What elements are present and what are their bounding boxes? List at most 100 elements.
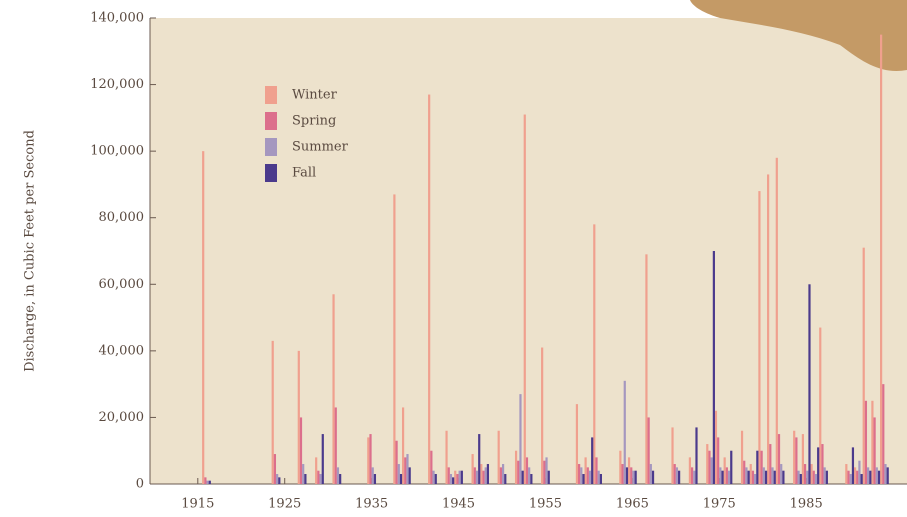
bar	[871, 400, 874, 484]
bar	[519, 394, 522, 484]
bar	[740, 430, 744, 484]
bar	[486, 464, 490, 484]
y-tick-label: 140,000	[90, 11, 144, 26]
bar	[823, 467, 826, 484]
bar	[584, 457, 587, 484]
bar	[514, 450, 518, 484]
bar	[780, 464, 783, 484]
y-tick-label: 40,000	[99, 343, 145, 358]
bar	[675, 467, 679, 484]
bar	[580, 467, 583, 484]
bar	[853, 467, 857, 484]
bar	[671, 427, 674, 484]
bar	[754, 474, 757, 484]
bar	[884, 464, 887, 484]
bar	[449, 474, 453, 484]
bar	[688, 457, 691, 484]
legend-label: Winter	[292, 88, 338, 103]
bar	[501, 464, 505, 484]
bar	[856, 470, 859, 484]
plot-background	[150, 18, 907, 484]
bar	[593, 224, 596, 484]
bar	[714, 410, 718, 484]
bar	[625, 467, 629, 484]
legend: Winter Spring Summer Fall	[265, 86, 349, 182]
bar	[869, 470, 872, 484]
legend-swatch	[265, 86, 277, 104]
bar	[862, 247, 865, 484]
bar	[545, 457, 548, 484]
x-tick-label: 1985	[790, 497, 823, 512]
bar	[399, 474, 403, 484]
bar	[530, 474, 533, 484]
bar	[727, 470, 731, 484]
bar	[751, 470, 755, 484]
bar	[445, 430, 448, 484]
bar	[693, 470, 696, 484]
bar	[847, 470, 850, 484]
bar	[873, 417, 876, 484]
bar	[819, 327, 822, 484]
decorative-shape	[690, 0, 907, 71]
bar	[543, 460, 546, 484]
x-tick-label: 1955	[529, 497, 562, 512]
y-tick-label: 20,000	[99, 410, 145, 425]
bar	[547, 470, 550, 484]
bar	[877, 470, 881, 484]
bar	[773, 470, 776, 484]
y-tick-label: 60,000	[99, 277, 145, 292]
bar	[404, 457, 407, 484]
bar	[621, 464, 624, 484]
bar	[578, 464, 581, 484]
bar	[771, 467, 774, 484]
x-tick-label: 1925	[268, 497, 301, 512]
bar	[851, 447, 855, 484]
bar	[880, 34, 883, 485]
y-tick-label: 80,000	[99, 210, 145, 225]
bar	[799, 474, 802, 484]
bar	[393, 194, 396, 484]
bar	[649, 464, 652, 484]
bar	[867, 467, 870, 484]
y-axis-label: Discharge, in Cubic Feet per Second	[23, 130, 38, 372]
bar	[723, 457, 726, 484]
bar	[758, 191, 761, 485]
bar	[821, 444, 824, 484]
bar	[541, 347, 544, 484]
bar	[401, 407, 405, 484]
bar	[793, 430, 796, 484]
bar	[743, 460, 746, 484]
bar	[797, 470, 800, 484]
bar	[767, 174, 770, 484]
bar	[458, 470, 461, 484]
bar	[708, 450, 711, 484]
x-tick-label: 1965	[616, 497, 649, 512]
bar	[204, 477, 207, 484]
bar	[588, 470, 592, 484]
bar	[367, 437, 370, 484]
bar	[202, 151, 205, 484]
bar	[273, 454, 277, 484]
bar	[801, 434, 804, 484]
bar	[497, 430, 500, 484]
bar	[339, 474, 342, 484]
bar	[482, 470, 485, 484]
bar	[591, 437, 594, 484]
bar	[586, 467, 589, 484]
x-tick-label: 1975	[703, 497, 736, 512]
bar	[775, 157, 778, 485]
legend-label: Summer	[292, 140, 349, 155]
bar	[523, 114, 526, 485]
bar	[721, 470, 724, 484]
bar	[334, 407, 337, 484]
bar	[434, 474, 437, 484]
bar	[882, 384, 885, 484]
bar	[803, 464, 807, 484]
bar	[717, 437, 720, 484]
y-tick-label: 120,000	[90, 77, 144, 92]
bar	[336, 467, 340, 484]
bar	[719, 467, 722, 484]
bar	[432, 470, 435, 484]
